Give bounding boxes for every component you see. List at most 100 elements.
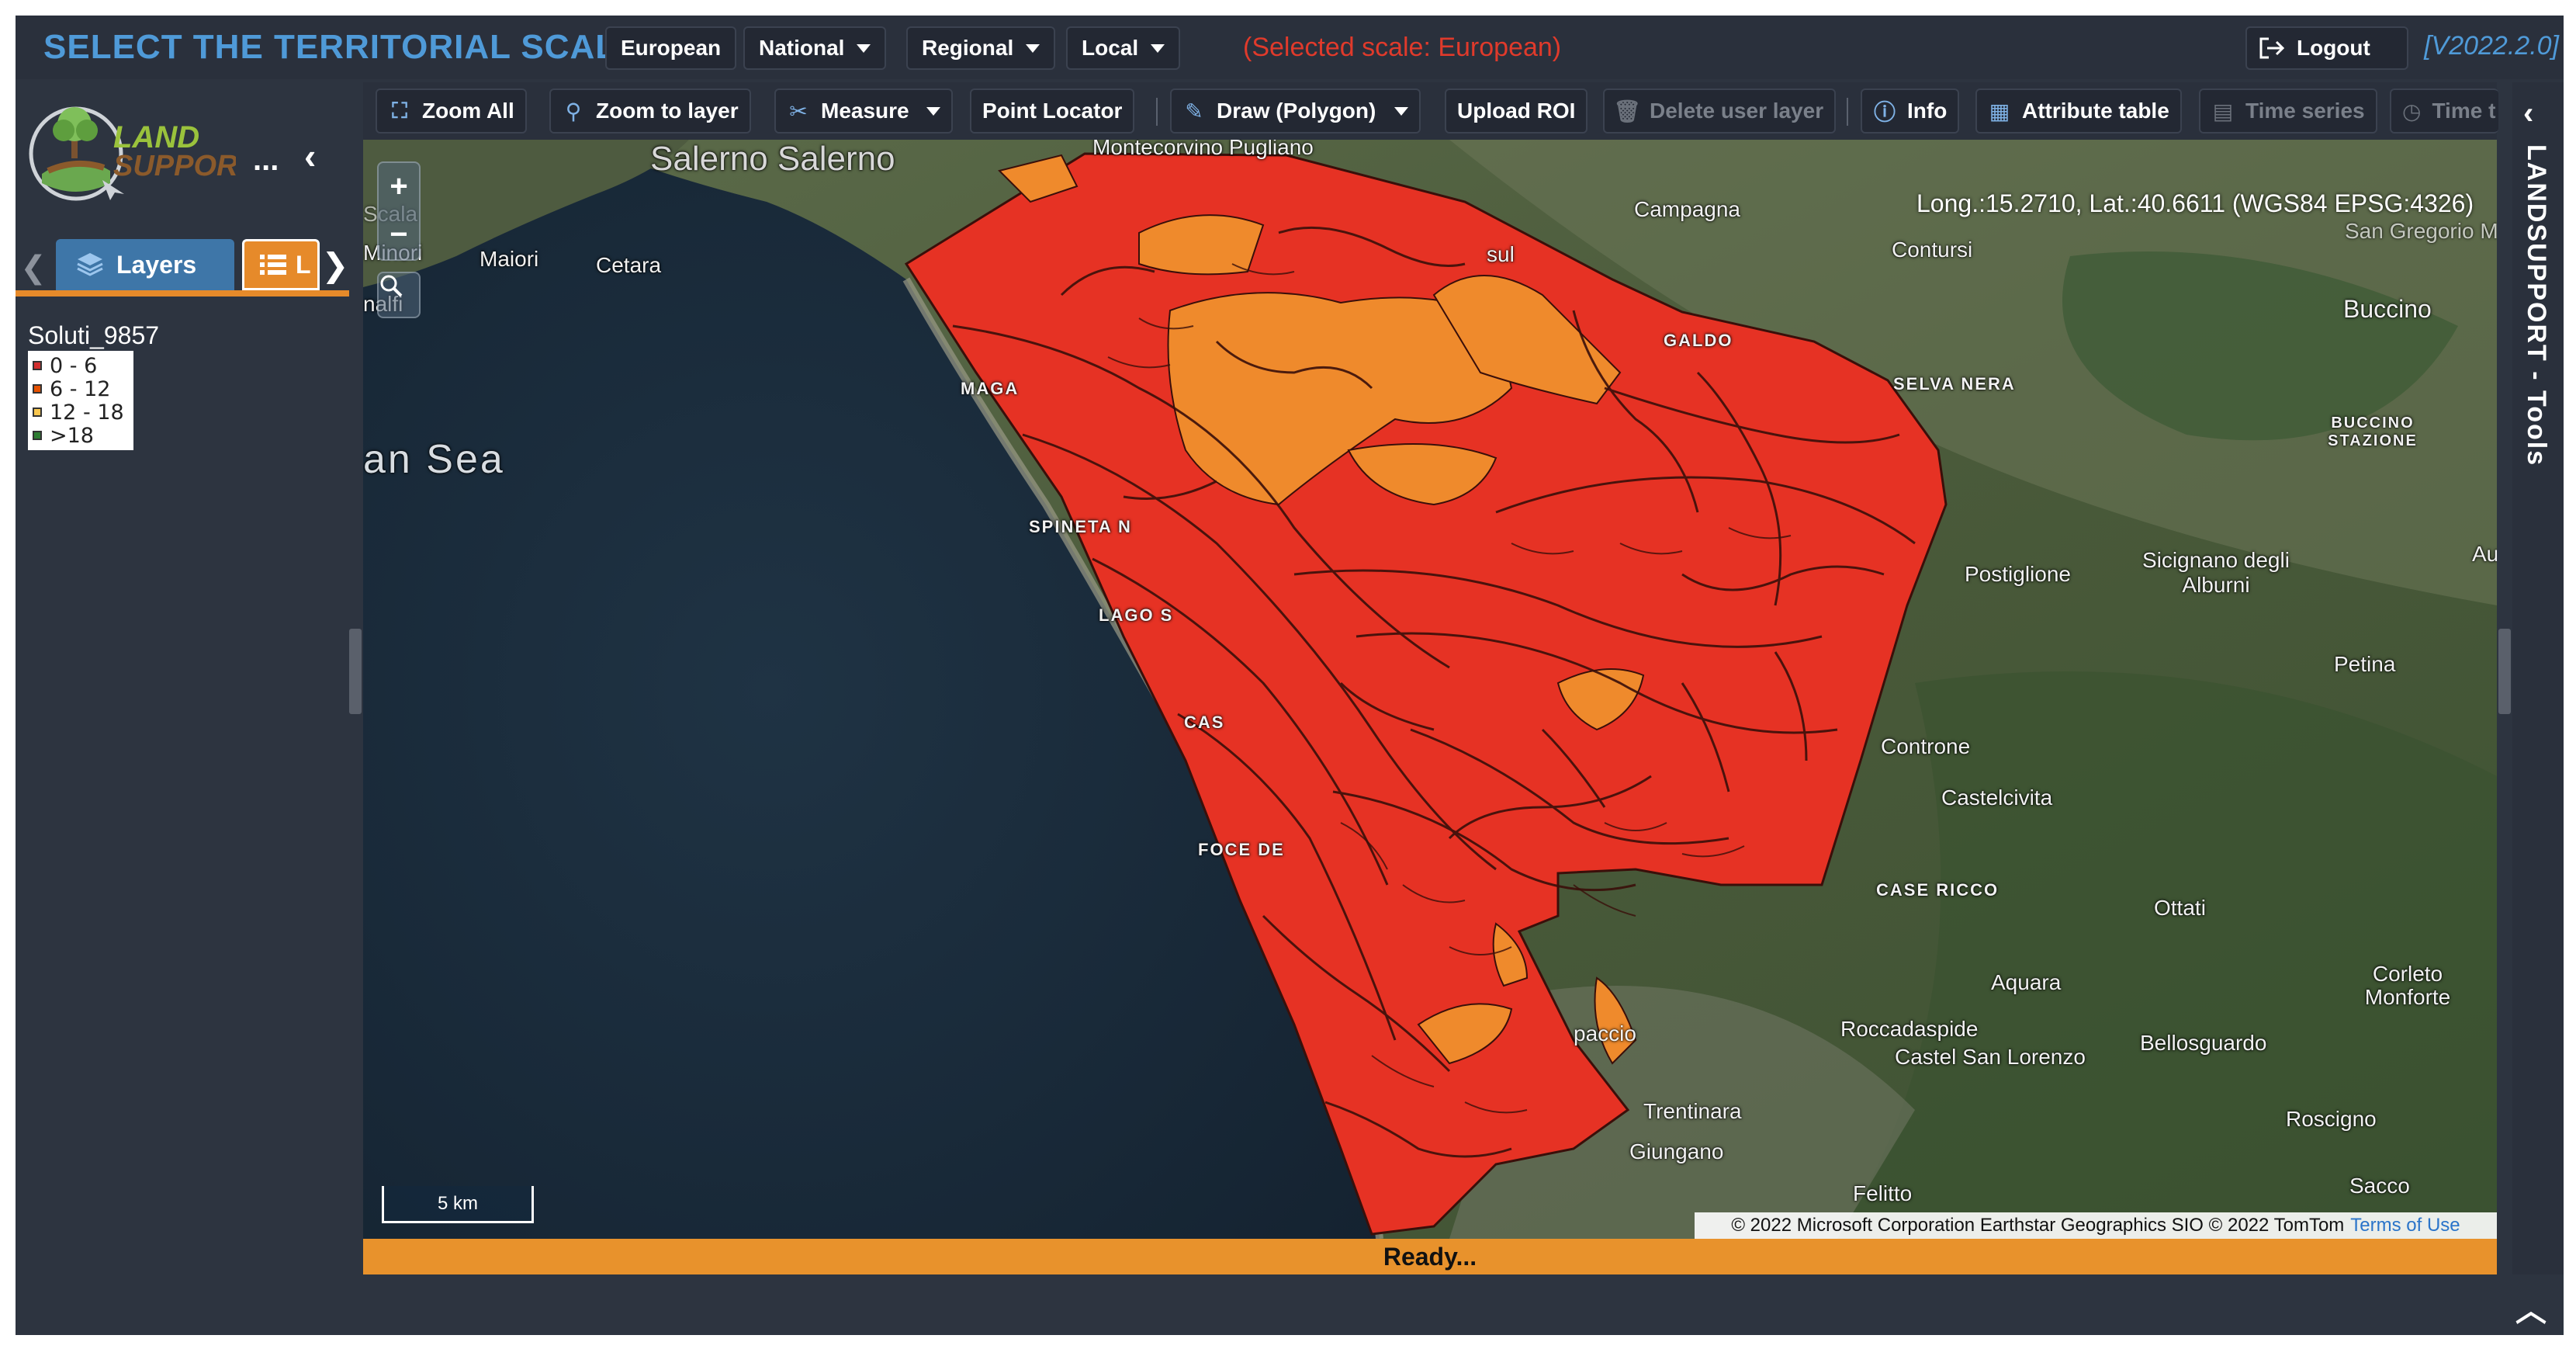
landsupport-logo: LAND SUPPORT — [26, 96, 258, 213]
territorial-scale-bar: SELECT THE TERRITORIAL SCALE: European N… — [16, 16, 2564, 79]
tab-legend-label: L — [296, 250, 311, 279]
info-button[interactable]: ⓘ Info — [1861, 88, 1960, 134]
zoom-out-button[interactable]: − — [390, 217, 408, 251]
time-series-label: Time series — [2245, 99, 2365, 123]
tab-layers-label: Layers — [116, 250, 197, 279]
map-place-label: paccio — [1574, 1021, 1636, 1046]
zoom-all-button[interactable]: ⛶ Zoom All — [376, 88, 527, 134]
map-place-label: Au — [2472, 542, 2497, 566]
map-place-label: Cetara — [596, 253, 662, 277]
map-canvas[interactable]: Salerno Salerno Montecorvino Pugliano Ca… — [363, 140, 2497, 1239]
chevron-down-icon[interactable] — [926, 106, 940, 116]
zoom-extent-icon: ⛶ — [392, 98, 407, 123]
info-label: Info — [1907, 99, 1948, 123]
zoom-in-button[interactable]: + — [390, 168, 408, 203]
attribution-text: © 2022 Microsoft Corporation Earthstar G… — [1731, 1215, 2345, 1236]
attribute-table-button[interactable]: ▦ Attribute table — [1975, 88, 2182, 134]
legend-item: 12 - 18 — [33, 401, 129, 425]
legend-item-label: >18 — [50, 423, 94, 448]
map-place-label: LAGO S — [1099, 605, 1174, 625]
map-place-label: Ottati — [2154, 896, 2206, 920]
zoom-all-label: Zoom All — [422, 99, 514, 123]
map-place-label: SPINETA N — [1029, 517, 1132, 536]
map-place-label: FOCE DE — [1198, 840, 1285, 859]
legend-swatch — [33, 361, 42, 370]
zoom-control: + − — [377, 161, 421, 261]
map-place-label: Felitto — [1853, 1181, 1913, 1205]
map-place-label: sul — [1487, 242, 1515, 266]
svg-text:LAND: LAND — [113, 120, 199, 154]
map-place-label: Trentinara — [1643, 1099, 1742, 1123]
left-panel: LAND SUPPORT ... ‹ ❮ Layers L ❯ Soluti_ — [16, 79, 349, 1274]
map-place-label: Salerno Salerno — [650, 140, 895, 178]
chevron-up-icon[interactable]: ︿ — [2515, 1294, 2547, 1328]
trash-icon: 🗑 — [1613, 99, 1641, 123]
map-place-label: Bellosguardo — [2140, 1031, 2267, 1055]
map-place-label: BUCCINO STAZIONE — [2328, 414, 2418, 449]
scale-european-button[interactable]: European — [605, 26, 737, 70]
zoom-layer-icon: ⚲ — [565, 99, 582, 123]
left-splitter-handle[interactable] — [349, 629, 362, 714]
map-attribution: © 2022 Microsoft Corporation Earthstar G… — [1695, 1212, 2497, 1239]
version-label: [V2022.2.0] — [2424, 31, 2559, 61]
legend-item: 0 - 6 — [33, 354, 129, 378]
map-scale-bar: 5 km — [382, 1186, 534, 1223]
panel-collapse-icon[interactable]: ‹ — [304, 136, 317, 176]
chart-icon: ▤ — [2212, 99, 2234, 123]
tab-scroll-left-icon[interactable]: ❮ — [20, 251, 47, 285]
map-place-label: an Sea — [363, 437, 505, 482]
scale-regional-dropdown[interactable]: Regional — [906, 26, 1056, 70]
legend-swatch — [33, 384, 42, 394]
ruler-icon: ✂ — [789, 99, 808, 123]
tab-legend[interactable]: L — [242, 239, 320, 290]
chevron-down-icon — [857, 43, 871, 53]
panel-more-button[interactable]: ... — [253, 143, 279, 177]
delete-user-layer-button[interactable]: 🗑 Delete user layer — [1603, 88, 1837, 134]
scale-european-label: European — [621, 36, 722, 60]
app-window: SELECT THE TERRITORIAL SCALE: European N… — [16, 16, 2564, 1335]
chevron-down-icon[interactable] — [1394, 106, 1409, 116]
map-place-label: Aquara — [1991, 970, 2062, 994]
map-place-label: Petina — [2334, 652, 2396, 676]
time-truncated-button[interactable]: ◷ Time t — [2390, 88, 2498, 134]
chevron-down-icon — [1026, 43, 1040, 53]
scale-local-dropdown[interactable]: Local — [1066, 26, 1181, 70]
map-place-label: Corleto Monforte — [2364, 962, 2451, 1009]
right-splitter-handle[interactable] — [2498, 629, 2511, 714]
point-locator-button[interactable]: Point Locator — [970, 88, 1135, 134]
chevron-down-icon — [1151, 43, 1165, 53]
table-icon: ▦ — [1989, 99, 2010, 123]
map-place-label: Sicignano degli Alburni — [2142, 548, 2290, 597]
zoom-to-layer-button[interactable]: ⚲ Zoom to layer — [549, 88, 751, 134]
scale-national-dropdown[interactable]: National — [743, 26, 887, 70]
upload-roi-label: Upload ROI — [1457, 99, 1576, 123]
scale-national-label: National — [759, 36, 845, 60]
toolbar-separator — [1156, 98, 1158, 126]
map-place-label: CAS — [1184, 713, 1225, 732]
measure-button[interactable]: ✂ Measure — [774, 88, 953, 134]
map-imagery — [363, 140, 2497, 1239]
time-series-button[interactable]: ▤ Time series — [2199, 88, 2377, 134]
legend-item: 6 - 12 — [33, 377, 129, 401]
tab-layers[interactable]: Layers — [56, 239, 234, 290]
scale-title: SELECT THE TERRITORIAL SCALE: — [43, 28, 653, 66]
tools-panel-label: LANDSUPPORT - Tools — [2522, 144, 2551, 467]
selected-scale-text: (Selected scale: European) — [1243, 33, 1562, 62]
tools-expand-icon[interactable]: ‹ — [2523, 96, 2534, 130]
time-truncated-label: Time t — [2432, 99, 2496, 123]
draw-polygon-button[interactable]: ✎ Draw (Polygon) — [1170, 88, 1421, 134]
scale-regional-label: Regional — [922, 36, 1014, 60]
legend-box: 0 - 6 6 - 12 12 - 18 >18 — [28, 351, 133, 450]
map-place-label: San Gregorio M — [2345, 219, 2497, 243]
tools-panel[interactable]: ‹ LANDSUPPORT - Tools — [2512, 82, 2564, 1274]
map-place-label: Castel San Lorenzo — [1895, 1045, 2086, 1069]
upload-roi-button[interactable]: Upload ROI — [1445, 88, 1588, 134]
map-place-label: Roccadaspide — [1840, 1017, 1979, 1041]
logout-button[interactable]: Logout — [2245, 26, 2408, 70]
tab-scroll-right-icon[interactable]: ❯ — [321, 246, 349, 283]
toolbar-separator — [1847, 98, 1848, 126]
tab-underline — [16, 290, 349, 297]
map-search-button[interactable] — [377, 272, 421, 318]
terms-of-use-link[interactable]: Terms of Use — [2350, 1215, 2460, 1236]
attribute-table-label: Attribute table — [2022, 99, 2169, 123]
